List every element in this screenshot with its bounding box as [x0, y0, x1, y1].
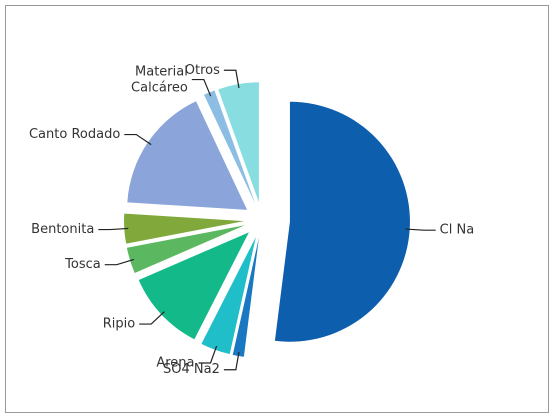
leader-line — [139, 311, 165, 325]
slice-label: Canto Rodado — [29, 127, 120, 142]
slice-label: Bentonita — [31, 222, 94, 237]
pie-slice — [126, 225, 245, 273]
leader-line — [405, 228, 436, 231]
pie-slice — [138, 232, 249, 340]
slice-label: Cl Na — [440, 223, 475, 238]
leader-line — [124, 133, 152, 146]
leader-line — [98, 227, 129, 231]
pie-slice — [204, 90, 256, 204]
leader-line — [198, 345, 218, 364]
leader-line — [104, 258, 135, 266]
chart-frame — [5, 5, 549, 413]
slice-label: Ripio — [103, 317, 136, 332]
pie-slice — [218, 82, 259, 203]
pie-slice — [124, 213, 245, 244]
slice-label: Arena — [156, 356, 194, 371]
pie-slice — [232, 237, 259, 357]
slice-label: Tosca — [64, 257, 101, 272]
pie-slice — [274, 101, 410, 342]
pie-slice — [127, 101, 248, 210]
leader-line — [223, 69, 240, 89]
slice-label: Material Calcáreo — [131, 64, 188, 95]
slice-label: SO4 Na2 — [163, 362, 220, 377]
slice-label: Otros — [185, 63, 220, 78]
leader-line — [191, 78, 212, 97]
pie-slice — [201, 236, 256, 355]
leader-line — [223, 351, 240, 371]
